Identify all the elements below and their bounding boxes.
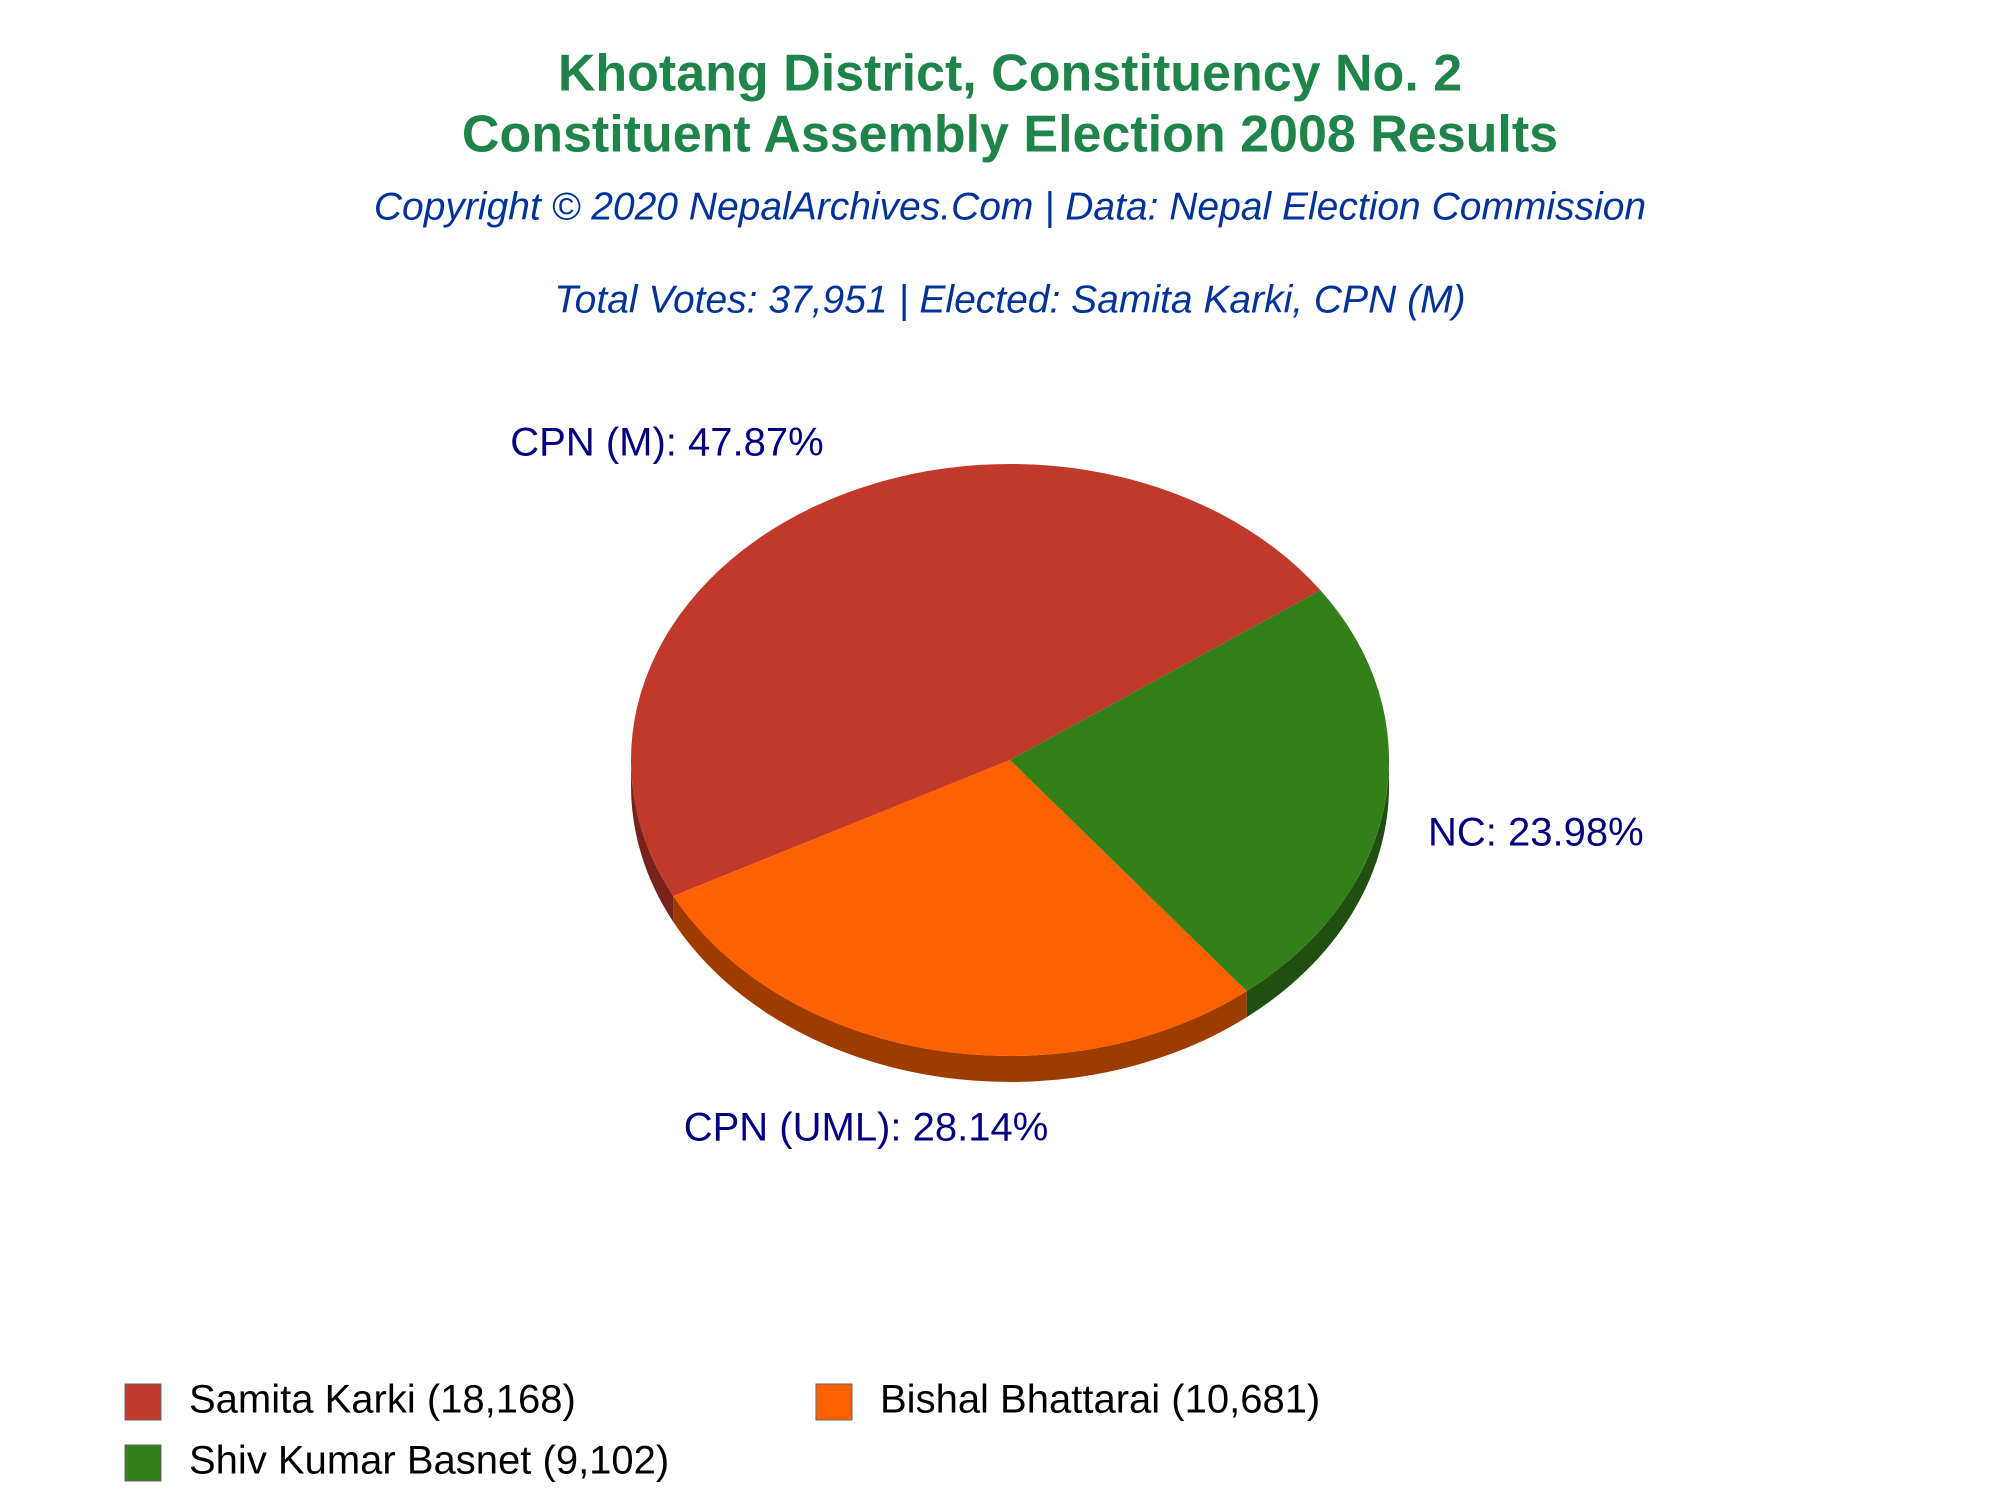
slice-label: CPN (M): 47.87% [510,421,823,465]
pie-slice [1010,590,1389,992]
slice-side [631,760,674,922]
slice-side [1246,760,1389,1018]
legend-swatch [124,1383,162,1421]
pie-slice [631,464,1321,896]
legend: Samita Karki (18,168) Bishal Bhattarai (1… [124,1378,1320,1483]
legend-label: Samita Karki (18,168) [189,1378,576,1422]
legend-label: Bishal Bhattarai (10,681) [880,1378,1320,1422]
chart-title: Khotang District, Constituency No. 2 [558,45,1462,103]
summary: Total Votes: 37,951 | Elected: Samita Ka… [554,278,1465,321]
slice-labels: CPN (M): 47.87% CPN (UML): 28.14% NC: 23.9… [510,421,1643,1150]
pie-sides [631,760,1389,1082]
slice-side [673,895,1247,1082]
slice-label: NC: 23.98% [1428,811,1644,855]
source-note: Copyright © 2020 NepalArchives.Com | Dat… [374,185,1646,228]
legend-label: Shiv Kumar Basnet (9,102) [189,1439,669,1483]
pie-tops [631,464,1389,1057]
legend-swatch [124,1444,162,1482]
legend-swatch [815,1383,853,1421]
slice-label: CPN (UML): 28.14% [684,1106,1049,1150]
chart-subtitle: Constituent Assembly Election 2008 Resul… [462,106,1558,164]
pie-slice [673,760,1247,1057]
